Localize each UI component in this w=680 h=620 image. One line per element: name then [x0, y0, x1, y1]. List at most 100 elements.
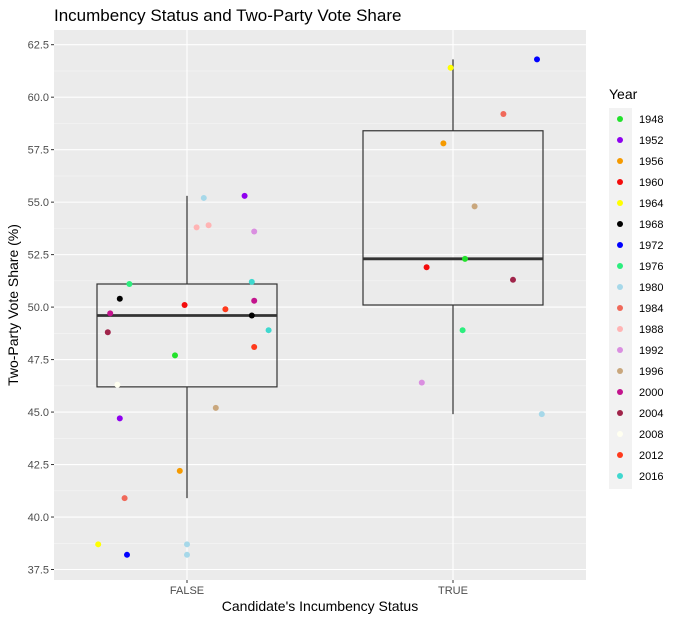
iqr-box — [362, 130, 544, 306]
data-point-1976 — [126, 281, 133, 288]
legend-key — [617, 179, 623, 185]
data-point-2012 — [222, 306, 229, 313]
y-tick-label: 37.5 — [28, 565, 49, 577]
data-point-1980 — [184, 551, 190, 558]
y-tick-label: 45.0 — [28, 407, 49, 419]
legend-entry-2012: 2012 — [617, 450, 663, 462]
legend-entry-2008: 2008 — [617, 429, 663, 441]
data-point-1980 — [184, 541, 190, 548]
legend-key — [617, 326, 623, 332]
legend-label: 1992 — [639, 345, 663, 357]
data-point-2008 — [114, 381, 121, 388]
data-point-2012 — [251, 343, 258, 350]
data-point-1968 — [248, 312, 255, 319]
legend-key — [617, 305, 623, 311]
legend-key — [617, 242, 623, 248]
legend-label: 1968 — [639, 219, 663, 231]
data-point-1960 — [181, 302, 188, 308]
data-point-1968 — [116, 295, 123, 302]
legend-label: 2016 — [639, 471, 663, 483]
data-point-1996 — [471, 203, 478, 210]
data-point-1960 — [423, 264, 430, 271]
data-point-1948 — [462, 255, 468, 262]
legend-key — [617, 263, 623, 269]
legend-entry-1992: 1992 — [617, 345, 663, 357]
data-point-1972 — [534, 56, 540, 63]
legend-key — [617, 200, 623, 206]
y-tick-label: 42.5 — [28, 460, 49, 472]
legend-entry-1988: 1988 — [617, 324, 663, 336]
legend-entry-1980: 1980 — [617, 282, 663, 294]
legend-label: 2012 — [639, 450, 663, 462]
data-point-1956 — [176, 467, 183, 474]
legend-label: 1948 — [639, 114, 663, 126]
legend: Year 1948 1952 1956 1960 1964 1968 1972 1976 198… — [609, 86, 663, 489]
legend-key — [617, 431, 623, 437]
legend-key — [617, 221, 623, 227]
legend-label: 1960 — [639, 177, 663, 189]
legend-key — [617, 368, 623, 374]
x-axis: FALSE TRUE — [170, 580, 468, 597]
legend-key-background — [609, 108, 632, 489]
legend-entry-1972: 1972 — [617, 240, 663, 252]
legend-label: 1956 — [639, 156, 663, 168]
x-tick-label-false: FALSE — [170, 585, 204, 597]
x-axis-label: Candidate's Incumbency Status — [222, 598, 418, 614]
legend-key — [617, 158, 623, 164]
y-tick-label: 57.5 — [28, 145, 49, 157]
y-tick-label: 47.5 — [28, 355, 49, 367]
legend-label: 1988 — [639, 324, 663, 336]
box-true — [362, 59, 544, 415]
data-point-1948 — [172, 352, 178, 359]
boxes — [96, 59, 544, 499]
legend-key — [617, 410, 623, 416]
data-point-2016 — [265, 327, 272, 334]
data-point-1984 — [121, 495, 128, 502]
data-point-2016 — [248, 278, 255, 285]
data-point-1956 — [440, 140, 447, 147]
legend-entry-2016: 2016 — [617, 471, 663, 483]
box-false — [96, 195, 278, 499]
legend-label: 1976 — [639, 261, 663, 273]
data-point-1952 — [116, 415, 123, 422]
legend-label: 2004 — [639, 408, 663, 420]
legend-label: 1984 — [639, 303, 663, 315]
y-tick-label: 55.0 — [28, 197, 49, 209]
legend-label: 1952 — [639, 135, 663, 147]
data-point-1988 — [193, 224, 200, 231]
legend-entries: 1948 1952 1956 1960 1964 1968 1972 1976 1980 1984… — [609, 108, 663, 489]
legend-entry-1964: 1964 — [617, 198, 663, 210]
data-point-2000 — [251, 297, 258, 304]
data-point-1976 — [459, 327, 466, 334]
points — [95, 56, 545, 558]
y-tick-label: 40.0 — [28, 512, 49, 524]
data-point-1972 — [124, 551, 130, 558]
y-tick-label: 62.5 — [28, 40, 49, 52]
data-point-1964 — [95, 541, 102, 548]
legend-label: 1964 — [639, 198, 663, 210]
x-tick-label-true: TRUE — [438, 585, 468, 597]
legend-key — [617, 116, 623, 122]
legend-label: 2008 — [639, 429, 663, 441]
y-tick-label: 52.5 — [28, 250, 49, 262]
legend-key — [617, 284, 623, 290]
y-tick-label: 60.0 — [28, 92, 49, 104]
legend-label: 2000 — [639, 387, 663, 399]
legend-label: 1972 — [639, 240, 663, 252]
legend-key — [617, 452, 623, 458]
legend-entry-1948: 1948 — [617, 114, 663, 126]
y-tick-label: 50.0 — [28, 302, 49, 314]
chart-title: Incumbency Status and Two-Party Vote Sha… — [54, 6, 401, 25]
data-point-1980 — [538, 411, 545, 418]
legend-entry-1984: 1984 — [617, 303, 663, 315]
data-point-1988 — [205, 222, 212, 229]
legend-label: 1980 — [639, 282, 663, 294]
data-point-1992 — [418, 379, 425, 386]
legend-entry-1996: 1996 — [617, 366, 663, 378]
legend-key — [617, 473, 623, 479]
legend-entry-1960: 1960 — [617, 177, 663, 189]
legend-key — [617, 347, 623, 353]
legend-key — [617, 389, 623, 395]
data-point-2000 — [107, 310, 114, 317]
